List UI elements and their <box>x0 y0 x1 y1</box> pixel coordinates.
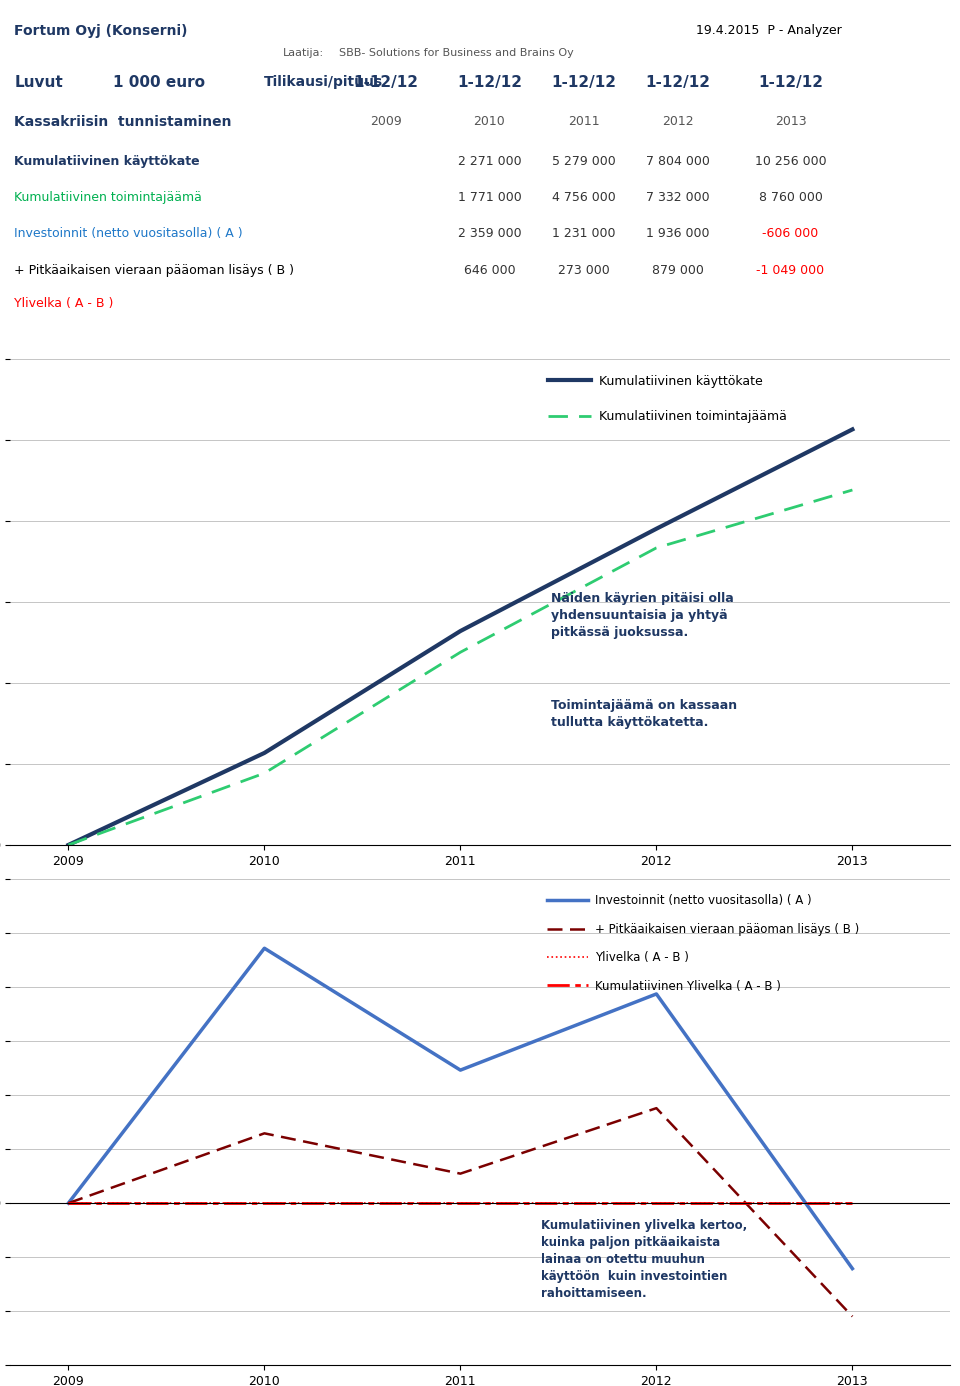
Text: 19.4.2015  P - Analyzer: 19.4.2015 P - Analyzer <box>696 24 842 37</box>
Text: 1 936 000: 1 936 000 <box>646 227 709 240</box>
Text: 2011: 2011 <box>567 115 599 128</box>
Text: Kumulatiivinen ylivelka kertoo,
kuinka paljon pitkäaikaista
lainaa on otettu muu: Kumulatiivinen ylivelka kertoo, kuinka p… <box>541 1220 748 1300</box>
Text: 1-12/12: 1-12/12 <box>758 75 823 90</box>
Text: 646 000: 646 000 <box>464 263 516 277</box>
Text: 1-12/12: 1-12/12 <box>645 75 710 90</box>
Text: -606 000: -606 000 <box>762 227 819 240</box>
Text: Tilikausi/pituus: Tilikausi/pituus <box>264 75 383 90</box>
Text: 2009: 2009 <box>370 115 402 128</box>
Text: + Pitkäaikaisen vieraan pääoman lisäys ( B ): + Pitkäaikaisen vieraan pääoman lisäys (… <box>14 263 295 277</box>
Text: 7 804 000: 7 804 000 <box>646 154 709 168</box>
Text: 2012: 2012 <box>661 115 693 128</box>
Text: 2 359 000: 2 359 000 <box>458 227 521 240</box>
Text: SBB- Solutions for Business and Brains Oy: SBB- Solutions for Business and Brains O… <box>339 49 574 58</box>
Text: Kassakriisin  tunnistaminen: Kassakriisin tunnistaminen <box>14 115 231 129</box>
Text: 10 256 000: 10 256 000 <box>755 154 827 168</box>
Text: Laatija:: Laatija: <box>282 49 324 58</box>
Text: 273 000: 273 000 <box>558 263 610 277</box>
Text: 2010: 2010 <box>473 115 505 128</box>
Text: 1 231 000: 1 231 000 <box>552 227 615 240</box>
Legend: Kumulatiivinen käyttökate, Kumulatiivinen toimintajäämä: Kumulatiivinen käyttökate, Kumulatiivine… <box>542 370 792 428</box>
Text: Toimintajäämä on kassaan
tullutta käyttökatetta.: Toimintajäämä on kassaan tullutta käyttö… <box>550 699 736 729</box>
Legend: Investoinnit (netto vuositasolla) ( A ), + Pitkäaikaisen vieraan pääoman lisäys : Investoinnit (netto vuositasolla) ( A ),… <box>542 890 864 998</box>
Text: Luvut: Luvut <box>14 75 63 90</box>
Text: 879 000: 879 000 <box>652 263 704 277</box>
Text: 2 271 000: 2 271 000 <box>458 154 521 168</box>
Text: 1 771 000: 1 771 000 <box>458 191 521 204</box>
Text: 7 332 000: 7 332 000 <box>646 191 709 204</box>
Text: 8 760 000: 8 760 000 <box>758 191 823 204</box>
Text: Kumulatiivinen käyttökate: Kumulatiivinen käyttökate <box>14 154 200 168</box>
Text: -1 049 000: -1 049 000 <box>756 263 825 277</box>
Text: 1 000 euro: 1 000 euro <box>113 75 205 90</box>
Text: 1-12/12: 1-12/12 <box>353 75 419 90</box>
Text: 1-12/12: 1-12/12 <box>551 75 616 90</box>
Text: 4 756 000: 4 756 000 <box>552 191 615 204</box>
Text: 5 279 000: 5 279 000 <box>552 154 615 168</box>
Text: 2013: 2013 <box>775 115 806 128</box>
Text: Kumulatiivinen toimintajäämä: Kumulatiivinen toimintajäämä <box>14 191 203 204</box>
Text: 1-12/12: 1-12/12 <box>457 75 522 90</box>
Text: Näiden käyrien pitäisi olla
yhdensuuntaisia ja yhtyä
pitkässä juoksussa.: Näiden käyrien pitäisi olla yhdensuuntai… <box>550 592 733 639</box>
Text: Investoinnit (netto vuositasolla) ( A ): Investoinnit (netto vuositasolla) ( A ) <box>14 227 243 240</box>
Text: Fortum Oyj (Konserni): Fortum Oyj (Konserni) <box>14 24 188 37</box>
Text: Ylivelka ( A - B ): Ylivelka ( A - B ) <box>14 298 113 310</box>
